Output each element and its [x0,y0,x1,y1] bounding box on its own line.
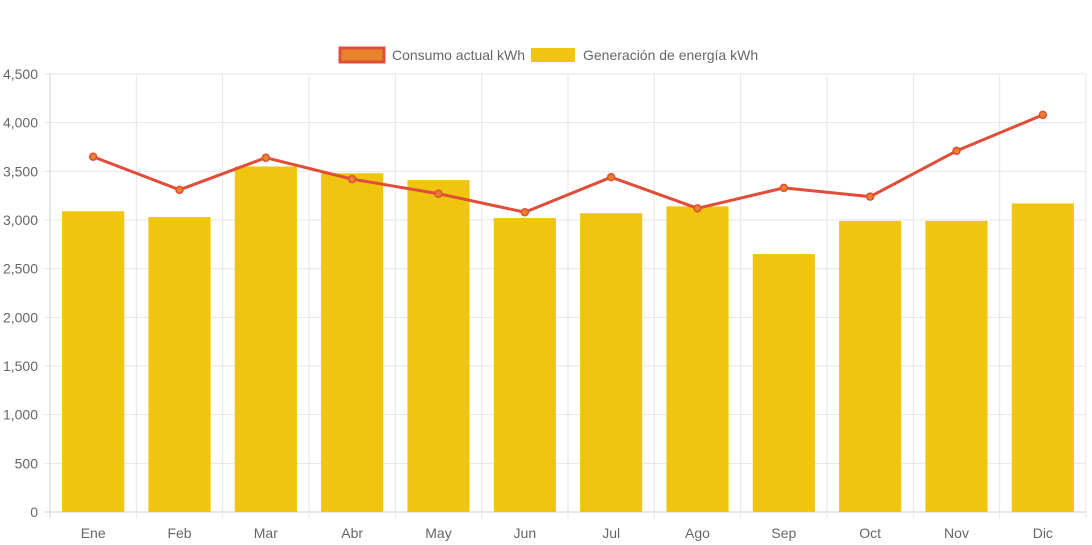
line-point[interactable] [952,146,961,156]
y-tick-label: 2,500 [3,261,38,277]
x-tick-label: Ago [685,525,710,541]
bar[interactable] [752,254,815,513]
line-point[interactable] [175,185,184,195]
bar[interactable] [839,220,902,512]
x-tick-label: Oct [859,525,881,541]
x-tick-label: Jun [514,525,537,541]
line-point[interactable] [88,152,98,161]
legend[interactable]: Consumo actual kWh Generación de energía… [338,46,758,64]
grid [44,73,1087,518]
legend-label-consumo[interactable]: Consumo actual kWh [392,47,525,63]
line-point[interactable] [779,183,789,193]
line-point[interactable] [606,172,616,182]
x-tick-label: Mar [254,525,278,541]
x-tick-label: Nov [944,525,969,541]
line-point[interactable] [261,153,271,162]
x-tick-label: May [425,525,451,541]
line-point[interactable] [434,189,443,198]
y-tick-label: 3,000 [3,212,38,228]
bar[interactable] [580,213,643,513]
y-tick-label: 3,500 [3,163,38,179]
bar[interactable] [493,218,556,512]
x-tick-label: Abr [341,525,363,541]
bar[interactable] [407,180,470,513]
line-point[interactable] [865,192,875,201]
y-tick-label: 2,000 [3,309,38,325]
legend-label-generacion[interactable]: Generación de energía kWh [583,47,758,63]
line-point[interactable] [693,204,702,213]
bars [62,166,1074,513]
y-tick-label: 1,000 [3,407,38,423]
legend-swatch-consumo[interactable] [338,46,386,64]
x-tick-label: Feb [167,525,191,541]
bar[interactable] [62,211,125,513]
y-tick-label: 0 [30,504,38,520]
y-tick-label: 500 [15,455,39,471]
y-tick-label: 4,500 [3,66,38,82]
bar[interactable] [148,217,211,512]
consumption-line [88,110,1048,217]
x-tick-label: Ene [81,525,106,541]
line-point[interactable] [347,174,357,184]
legend-swatch-generacion[interactable] [531,48,575,62]
bar[interactable] [1011,203,1074,512]
y-tick-label: 1,500 [3,358,38,374]
axes: 0 500 1,000 1,500 2,000 2,500 3,000 3,500 4,000 4… [3,66,1053,541]
bar[interactable] [321,173,384,512]
consumption-line-path [92,113,1044,214]
x-tick-label: Jul [602,525,620,541]
bar[interactable] [234,166,297,512]
line-point[interactable] [520,207,530,217]
x-tick-label: Dic [1033,525,1053,541]
bar[interactable] [925,220,988,512]
x-tick-label: Sep [771,525,796,541]
line-point[interactable] [1038,110,1048,120]
bar[interactable] [666,206,729,512]
y-tick-label: 4,000 [3,115,38,131]
